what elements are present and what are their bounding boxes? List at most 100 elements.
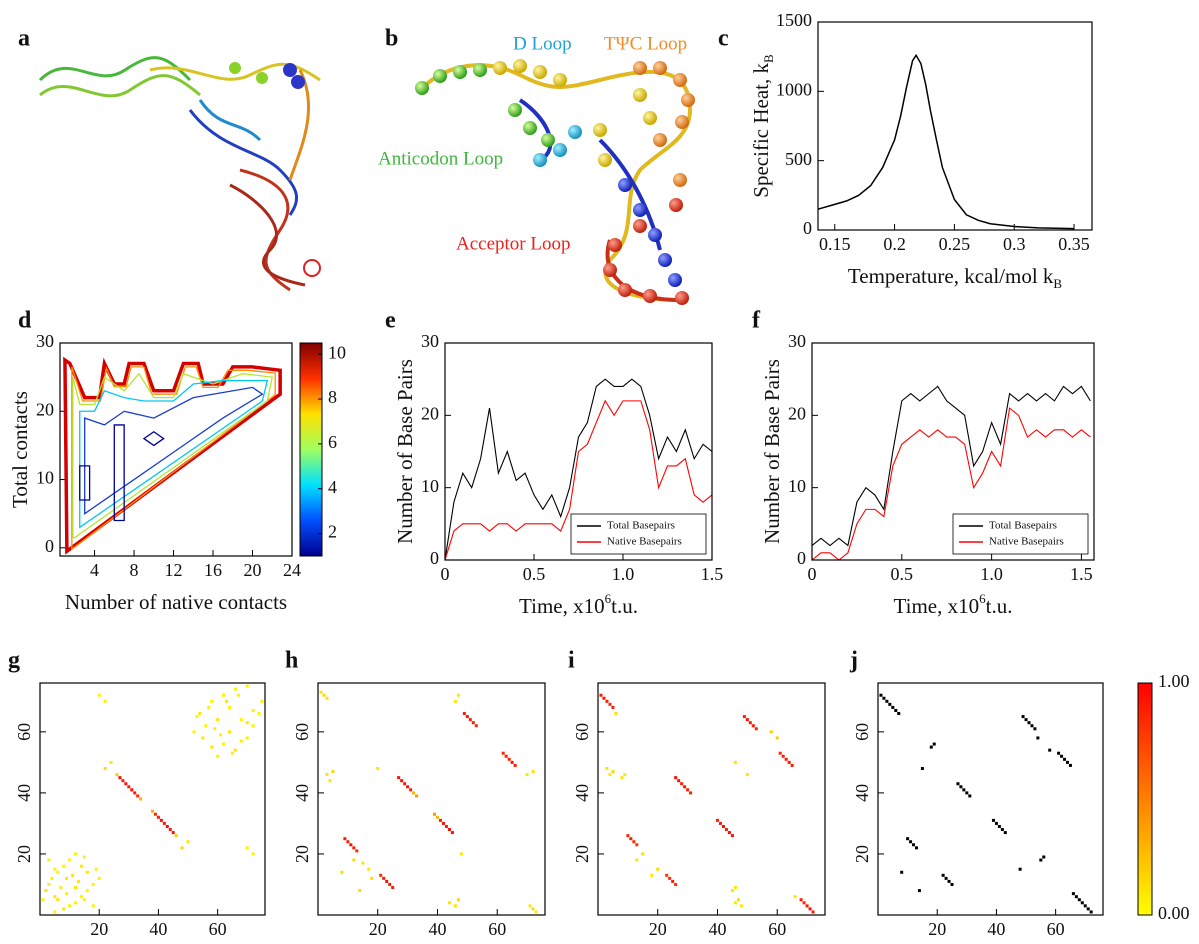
contact-point [453,699,457,703]
contact-point [730,834,734,838]
colorbar-tick-label: 4 [328,477,337,497]
contact-point [531,907,535,911]
y-tick-label: 40 [572,784,592,802]
x-tick-label: 1.0 [612,564,635,584]
panel-letter: a [18,26,30,52]
x-tick-label: 20 [928,919,946,939]
contact-point [909,840,913,844]
contact-point [674,776,678,780]
contact-point [245,736,249,740]
contact-point [349,843,353,847]
contact-point [412,791,416,795]
y-tick-label: 20 [788,403,806,423]
structure-label: Acceptor Loop [456,233,570,254]
contact-point [260,699,264,703]
contour-line [142,430,165,447]
contact-point [680,782,684,786]
y-tick-label: 10 [36,468,54,488]
contour-line [63,356,282,555]
contact-point [74,901,78,905]
axis-label: Temperature, kcal/mol kB [848,264,1063,292]
contact-point [739,904,743,908]
y-tick-label: 40 [852,784,872,802]
contact-point [227,730,231,734]
contour-line [84,386,264,515]
contact-point [920,766,924,770]
contact-point [50,876,54,880]
plot-frame [39,682,266,916]
panel-letter: g [8,648,20,674]
x-tick-label: 1.0 [980,564,1003,584]
contact-point [994,821,998,825]
contact-point [507,757,511,761]
contour-line [79,379,269,529]
contact-point [641,852,645,856]
contact-point [239,739,243,743]
y-tick-label: 20 [292,845,312,863]
x-tick-label: 60 [768,919,786,939]
contact-point [748,721,752,725]
contact-point [531,770,535,774]
contact-point [165,824,169,828]
contact-point [1060,754,1064,758]
contact-point [727,831,731,835]
y-tick-label: 30 [36,331,54,351]
contact-point [1057,751,1061,755]
contact-point [118,776,122,780]
contact-point [239,718,243,722]
contact-point [686,788,690,792]
contact-point [718,821,722,825]
axis-label-superscript: 6 [605,591,612,606]
contact-point [53,895,57,899]
contact-point [650,873,654,877]
contact-point [528,904,532,908]
contact-point [151,809,154,813]
contact-point [635,858,639,862]
contact-point [959,785,963,789]
axis-label: Time, x106t.u. [894,591,1013,617]
contact-point [432,812,436,816]
y-tick-label: 20 [852,845,872,863]
contact-point [674,882,678,886]
x-tick-label: 60 [488,919,506,939]
contact-point [130,788,134,792]
y-tick-label: 1000 [776,79,812,99]
contact-point [450,831,454,835]
colorbar-tick-label: 2 [328,522,337,542]
contact-point [745,718,749,722]
contact-point [513,763,517,767]
contact-point [201,736,205,740]
plot-frame [597,682,826,916]
contact-point [608,702,612,706]
contact-point [65,892,69,896]
contact-point [1048,748,1052,752]
contact-point [730,889,734,893]
contact-point [385,879,389,883]
contact-point [894,708,898,712]
contact-point [227,705,231,709]
contact-point [162,821,166,825]
legend-label: Total Basepairs [989,520,1057,532]
contour-line [79,465,91,501]
contact-point [808,907,812,911]
contact-point [793,895,797,899]
panel-letter: h [285,648,298,674]
contact-point [802,901,806,905]
contact-point [53,867,57,871]
contact-point [340,870,344,874]
axis-label: Number of Base Pairs [760,359,784,544]
contact-point [91,904,95,908]
contact-point [689,791,693,795]
contact-point [534,910,538,914]
contact-point [1065,760,1069,764]
contact-point [751,724,755,728]
contact-point [133,791,137,795]
contact-point [1021,715,1025,719]
contour-line [113,424,125,522]
contour-line [72,372,274,539]
y-tick-label: 1500 [776,10,812,30]
contact-point [1077,898,1081,902]
contact-point [602,696,606,700]
contact-point [325,773,329,777]
axis-label-text: Time, x10 [519,594,605,618]
